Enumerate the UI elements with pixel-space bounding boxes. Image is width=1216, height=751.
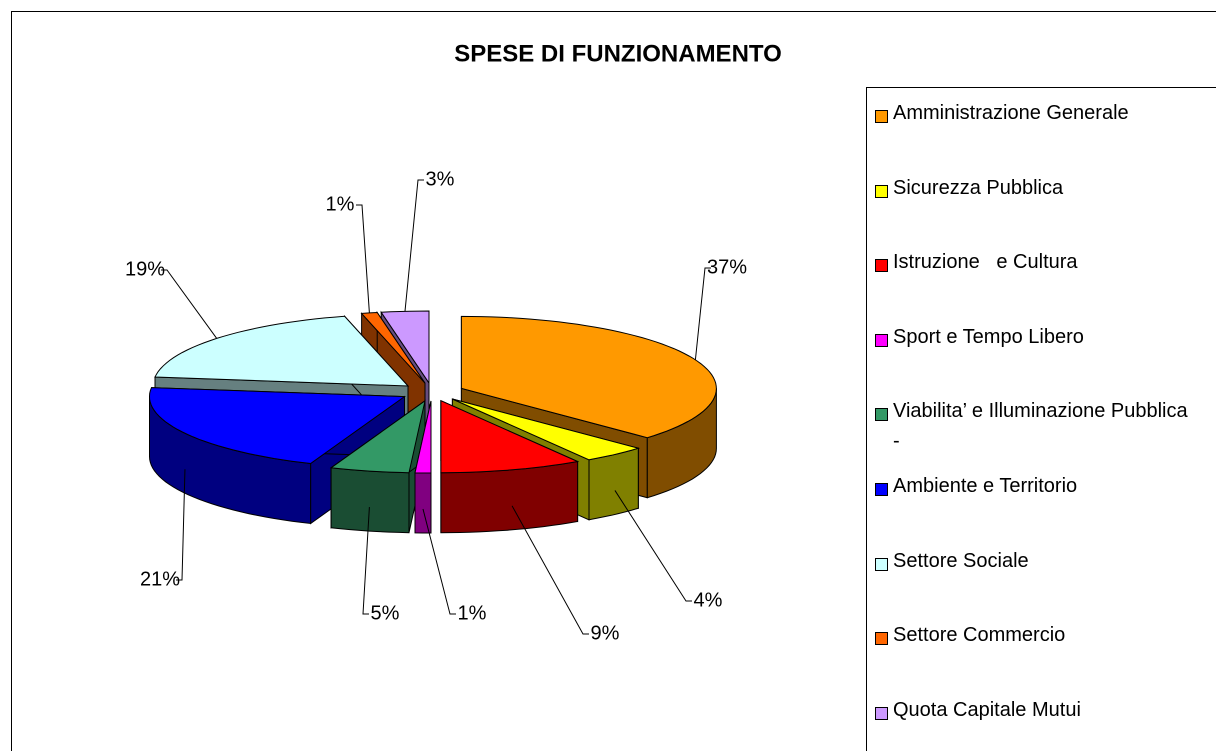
data-label: 21% — [140, 568, 180, 590]
data-label: 4% — [694, 589, 723, 611]
legend-label: Sport e Tempo Libero — [893, 325, 1084, 348]
legend-swatch — [875, 632, 888, 646]
slice-wall — [414, 472, 432, 534]
leader-line — [694, 267, 711, 360]
legend-label: Viabilita’ e Illuminazione Pubblica - — [893, 400, 1194, 453]
data-label: 9% — [591, 622, 620, 644]
legend-item: Settore Sociale — [875, 550, 1029, 576]
legend: Amministrazione Generale Sicurezza Pubbli… — [866, 87, 1216, 751]
legend-label: Istruzione e Cultura — [893, 251, 1078, 274]
data-label: 19% — [125, 258, 165, 280]
legend-label: Settore Sociale — [893, 549, 1029, 572]
slice-top — [148, 387, 406, 465]
slice-top — [452, 398, 641, 461]
data-label: 1% — [458, 602, 487, 624]
data-label: 3% — [426, 168, 455, 190]
legend-label: Quota Capitale Mutui — [893, 698, 1081, 721]
slice — [440, 399, 580, 534]
data-label: 37% — [707, 256, 747, 278]
slice-top — [329, 399, 426, 474]
leader-line — [614, 490, 692, 602]
leader-line — [362, 507, 370, 615]
legend-label: Amministrazione Generale — [893, 102, 1129, 124]
data-label: 1% — [326, 193, 355, 215]
legend-item: Sport e Tempo Libero — [875, 326, 1084, 352]
legend-item: Viabilita’ e Illuminazione Pubblica - — [875, 400, 1193, 456]
legend-item: Ambiente e Territorio — [875, 475, 1077, 501]
legend-item: Quota Capitale Mutui — [875, 699, 1081, 725]
legend-swatch — [875, 408, 888, 422]
legend-swatch — [875, 184, 888, 198]
leader-line — [511, 505, 589, 635]
legend-label: Settore Commercio — [893, 624, 1066, 647]
slice — [414, 400, 432, 534]
legend-item: Settore Commercio — [875, 624, 1065, 650]
slice-top — [414, 400, 432, 474]
leader-line — [422, 508, 456, 615]
legend-swatch — [875, 706, 888, 720]
legend-swatch — [875, 333, 888, 347]
chart-border — [11, 11, 1216, 751]
legend-swatch — [875, 557, 888, 571]
legend-swatch — [875, 259, 888, 273]
legend-swatch — [875, 110, 888, 123]
legend-item: Istruzione e Cultura — [875, 251, 1078, 277]
legend-label: Ambiente e Territorio — [893, 475, 1078, 497]
legend-item: Sicurezza Pubblica — [875, 177, 1063, 203]
chart-title: SPESE DI FUNZIONAMENTO — [454, 40, 782, 67]
legend-label: Sicurezza Pubblica — [893, 176, 1064, 199]
leader-line — [161, 269, 218, 339]
leader-line — [356, 204, 370, 313]
slice-wall — [588, 447, 639, 521]
leader-line — [176, 469, 186, 581]
slice-wall — [330, 467, 410, 534]
data-label: 5% — [371, 602, 400, 624]
slice — [329, 399, 426, 534]
legend-item: Amministrazione Generale — [875, 102, 1129, 128]
leader-line — [404, 179, 424, 312]
slice-top — [440, 399, 580, 474]
legend-swatch — [875, 483, 888, 496]
slice-top — [380, 310, 430, 385]
